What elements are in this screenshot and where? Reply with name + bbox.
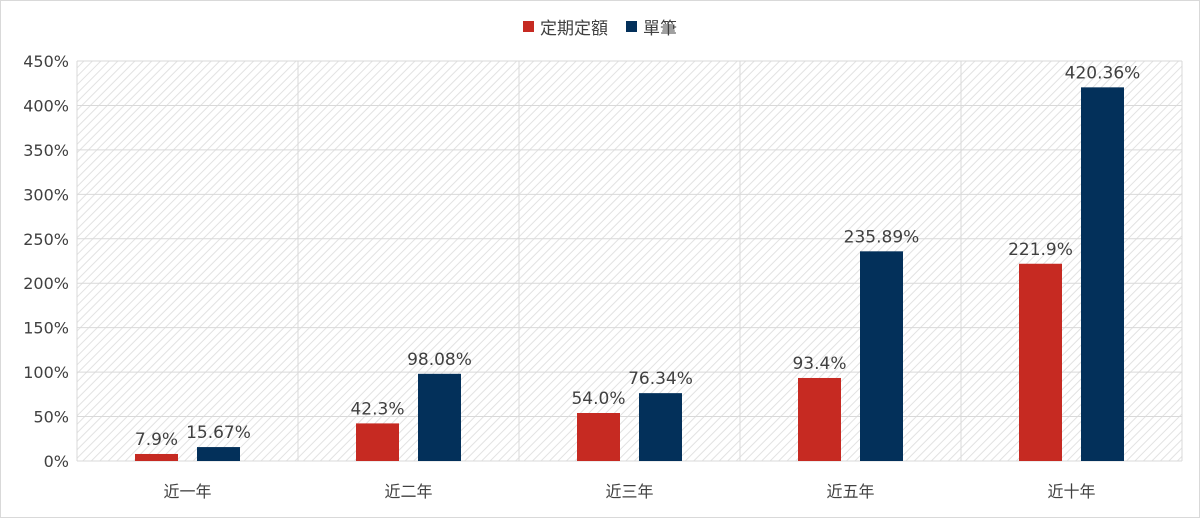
data-label: 15.67% [186, 423, 251, 443]
legend-label-lump-sum: 單筆 [643, 19, 677, 39]
data-label: 54.0% [571, 389, 625, 409]
x-tick-label: 近一年 [163, 482, 211, 501]
bar [356, 423, 399, 461]
bars [135, 87, 1124, 461]
data-label: 7.9% [135, 430, 178, 450]
y-tick-label: 400% [23, 96, 69, 115]
legend-swatch-regular-investment [523, 21, 534, 32]
y-tick-label: 300% [23, 185, 69, 204]
x-axis: 近一年 近二年 近三年 近五年 近十年 [163, 482, 1095, 501]
x-tick-label: 近五年 [826, 482, 874, 501]
bar [639, 393, 682, 461]
y-tick-label: 150% [23, 319, 69, 338]
bar [418, 373, 461, 461]
bar [577, 413, 620, 461]
y-tick-label: 0% [44, 452, 69, 471]
y-tick-label: 250% [23, 230, 69, 249]
data-label: 42.3% [350, 399, 404, 419]
y-tick-label: 100% [23, 363, 69, 382]
x-tick-label: 近十年 [1047, 482, 1095, 501]
y-tick-label: 350% [23, 141, 69, 160]
data-label: 420.36% [1065, 63, 1141, 83]
gridlines [76, 60, 1183, 462]
bar [860, 251, 903, 461]
bar [798, 377, 841, 461]
data-label: 93.4% [792, 354, 846, 374]
data-labels: 7.9% 42.3% 54.0% 93.4% 221.9% 15.67% 98.08% 76.… [135, 63, 1140, 450]
bar [1019, 263, 1062, 461]
x-tick-label: 近三年 [605, 482, 653, 501]
y-tick-label: 200% [23, 274, 69, 293]
legend: 定期定額 單筆 [0, 14, 1200, 39]
data-label: 221.9% [1008, 240, 1073, 260]
bar [197, 447, 240, 461]
y-axis: 0% 50% 100% 150% 200% 250% 300% 350% 400% 450% [23, 52, 69, 471]
y-tick-label: 50% [33, 408, 69, 427]
legend-swatch-lump-sum [626, 21, 637, 32]
legend-item-lump-sum: 單筆 [626, 14, 677, 39]
bar [1081, 87, 1124, 461]
legend-item-regular-investment: 定期定額 [523, 14, 608, 39]
data-label: 235.89% [844, 227, 920, 247]
bar [135, 453, 178, 461]
x-tick-label: 近二年 [384, 482, 432, 501]
plot-area [77, 61, 1182, 461]
data-label: 76.34% [628, 369, 693, 389]
data-label: 98.08% [407, 350, 472, 370]
legend-label-regular-investment: 定期定額 [540, 19, 608, 39]
y-tick-label: 450% [23, 52, 69, 71]
